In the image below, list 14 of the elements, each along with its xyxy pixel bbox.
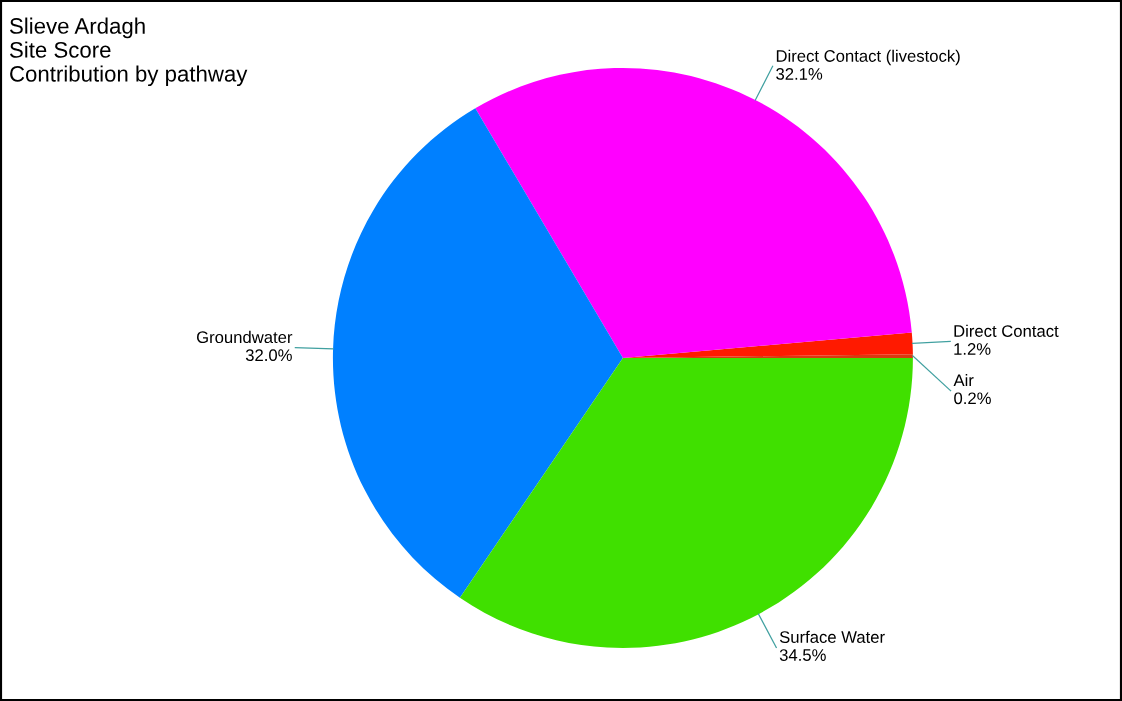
pie-slice [459, 357, 913, 648]
slice-label: Direct Contact (livestock) [776, 49, 960, 66]
data-label: 0.2% [954, 392, 991, 405]
data-label: 1.2% [954, 343, 991, 355]
pie-slice [332, 108, 623, 598]
chart-title: Slieve Ardagh Site Score Contribution by pathway [9, 17, 248, 87]
data-label: 32.0% [245, 349, 292, 362]
data-label: 34.5% [779, 649, 826, 661]
slice-label: Air [953, 373, 974, 387]
slice-label: Surface Water [779, 630, 885, 643]
pie-slice [475, 67, 912, 358]
data-label: 32.1% [776, 68, 823, 80]
slice-label: Groundwater [196, 330, 293, 344]
slice-label: Direct Contact [954, 324, 1059, 337]
